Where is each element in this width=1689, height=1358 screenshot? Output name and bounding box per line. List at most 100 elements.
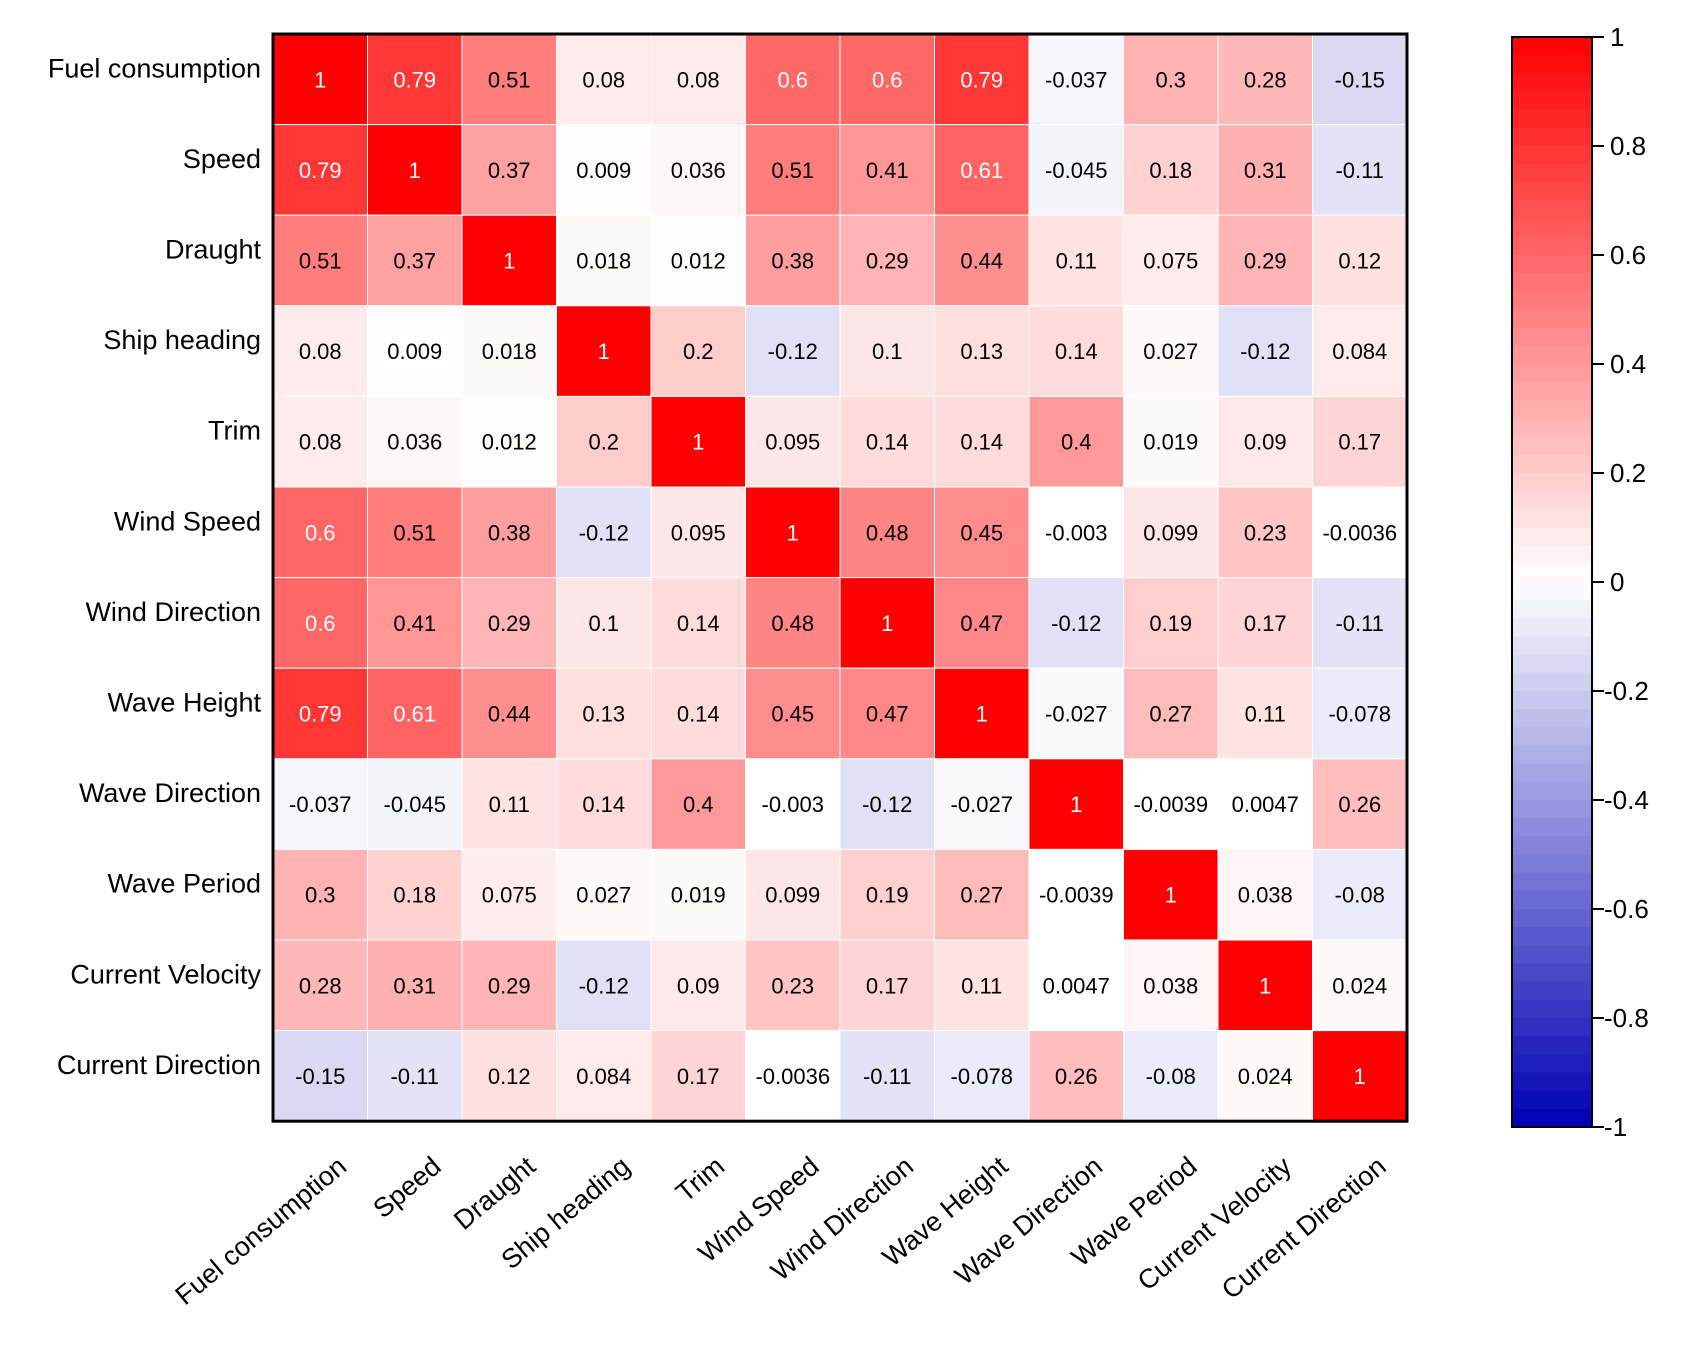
heatmap-cell: [1123, 124, 1219, 216]
colorbar-tick-label: 0.2: [1610, 458, 1646, 488]
colorbar-band: [1512, 981, 1592, 1001]
cell-value-label: -0.045: [1045, 158, 1107, 183]
cell-value-label: 0.37: [393, 249, 436, 274]
cell-value-label: -0.003: [1045, 520, 1107, 545]
cell-value-label: 0.09: [1244, 430, 1287, 455]
colorbar-band: [1512, 309, 1592, 329]
heatmap-cell: [650, 667, 746, 760]
heatmap-cell: [556, 848, 652, 941]
colorbar-band: [1512, 382, 1592, 401]
cell-value-label: 0.038: [1143, 973, 1198, 998]
cell-value-label: 0.19: [1149, 611, 1192, 636]
cell-value-label: 1: [503, 249, 515, 274]
heatmap-cell: [461, 305, 557, 397]
cell-value-label: 0.038: [1238, 883, 1293, 908]
heatmap-cell: [1123, 848, 1219, 941]
heatmap-cell: [1217, 848, 1313, 941]
cell-value-label: 0.12: [488, 1064, 531, 1089]
colorbar-band: [1512, 1072, 1592, 1092]
heatmap-cell: [1217, 667, 1313, 760]
colorbar-band: [1512, 454, 1592, 474]
cell-value-label: -0.11: [863, 1064, 912, 1089]
cell-value-label: -0.0039: [1039, 883, 1114, 908]
row-label: Wave Direction: [79, 778, 261, 808]
cell-value-label: 0.23: [1244, 520, 1287, 545]
colorbar-band: [1512, 945, 1592, 965]
cell-value-label: 0.084: [1332, 339, 1387, 364]
colorbar-tick-label: -0.6: [1604, 894, 1649, 924]
heatmap-cell: [556, 939, 652, 1032]
heatmap-cell: [461, 939, 557, 1032]
cell-value-label: 0.14: [960, 430, 1003, 455]
colorbar-band: [1512, 872, 1592, 892]
heatmap-cell: [1217, 214, 1313, 307]
cell-value-label: 0.13: [582, 702, 625, 727]
heatmap-cell: [1312, 486, 1408, 579]
heatmap-cell: [1028, 1030, 1124, 1122]
heatmap-cell: [1123, 667, 1219, 760]
cell-value-label: 0.027: [576, 883, 631, 908]
cell-value-label: -0.027: [951, 792, 1013, 817]
cell-value-label: 1: [314, 67, 326, 92]
row-label: Ship heading: [103, 325, 261, 355]
heatmap-cell: [272, 939, 368, 1032]
heatmap-cell: [461, 124, 557, 216]
cell-value-label: 0.44: [960, 249, 1003, 274]
colorbar-band: [1512, 273, 1592, 292]
colorbar-band: [1512, 1054, 1592, 1074]
heatmap-cell: [272, 758, 368, 850]
colorbar-band: [1512, 563, 1592, 583]
cell-value-label: 0.27: [1149, 702, 1192, 727]
heatmap-cell: [1123, 1030, 1219, 1122]
cell-value-label: 0.036: [671, 158, 726, 183]
heatmap-cell: [745, 577, 841, 669]
cell-value-label: 0.26: [1055, 1064, 1098, 1089]
cell-value-label: 0.47: [866, 702, 909, 727]
cell-value-label: -0.12: [579, 520, 629, 545]
cell-value-label: 0.51: [488, 67, 531, 92]
cell-value-label: 1: [1165, 883, 1177, 908]
heatmap-cell: [461, 214, 557, 307]
colorbar-band: [1512, 491, 1592, 510]
cell-value-label: 0.012: [671, 249, 726, 274]
heatmap-cell: [367, 758, 463, 850]
cell-value-label: 0.11: [961, 973, 1002, 998]
cell-value-label: 1: [1354, 1064, 1366, 1089]
heatmap-cell: [934, 395, 1030, 488]
heatmap-cell: [1217, 124, 1313, 216]
colorbar-tick-label: -0.8: [1604, 1003, 1649, 1033]
heatmap-cell: [1312, 33, 1408, 126]
heatmap-cell: [556, 486, 652, 579]
cell-value-label: 0.08: [677, 67, 720, 92]
row-label: Speed: [183, 144, 261, 174]
colorbar-band: [1512, 545, 1592, 565]
colorbar-band: [1512, 509, 1592, 529]
row-label: Current Velocity: [70, 959, 261, 989]
cell-value-label: -0.08: [1335, 883, 1385, 908]
colorbar-band: [1512, 473, 1592, 492]
cell-value-label: 0.095: [765, 430, 820, 455]
cell-value-label: 0.4: [1061, 430, 1092, 455]
heatmap-cell: [934, 124, 1030, 216]
heatmap-cell: [272, 395, 368, 488]
heatmap-cell: [1028, 939, 1124, 1032]
cell-value-label: 0.14: [582, 792, 625, 817]
heatmap-cell: [934, 758, 1030, 850]
heatmap-cell: [1123, 486, 1219, 579]
heatmap-cell: [367, 305, 463, 397]
cell-value-label: 0.26: [1338, 792, 1381, 817]
colorbar-band: [1512, 709, 1592, 728]
colorbar-band: [1512, 909, 1592, 928]
heatmap-cell: [461, 1030, 557, 1122]
cell-value-label: 0.14: [1055, 339, 1098, 364]
colorbar-tick-label: -0.4: [1604, 785, 1649, 815]
colorbar-band: [1512, 364, 1592, 383]
colorbar-band: [1512, 200, 1592, 220]
heatmap-cell: [745, 486, 841, 579]
heatmap-cell: [1312, 939, 1408, 1032]
cell-value-label: -0.12: [862, 792, 912, 817]
cell-value-label: 1: [976, 702, 988, 727]
colorbar-band: [1512, 55, 1592, 74]
